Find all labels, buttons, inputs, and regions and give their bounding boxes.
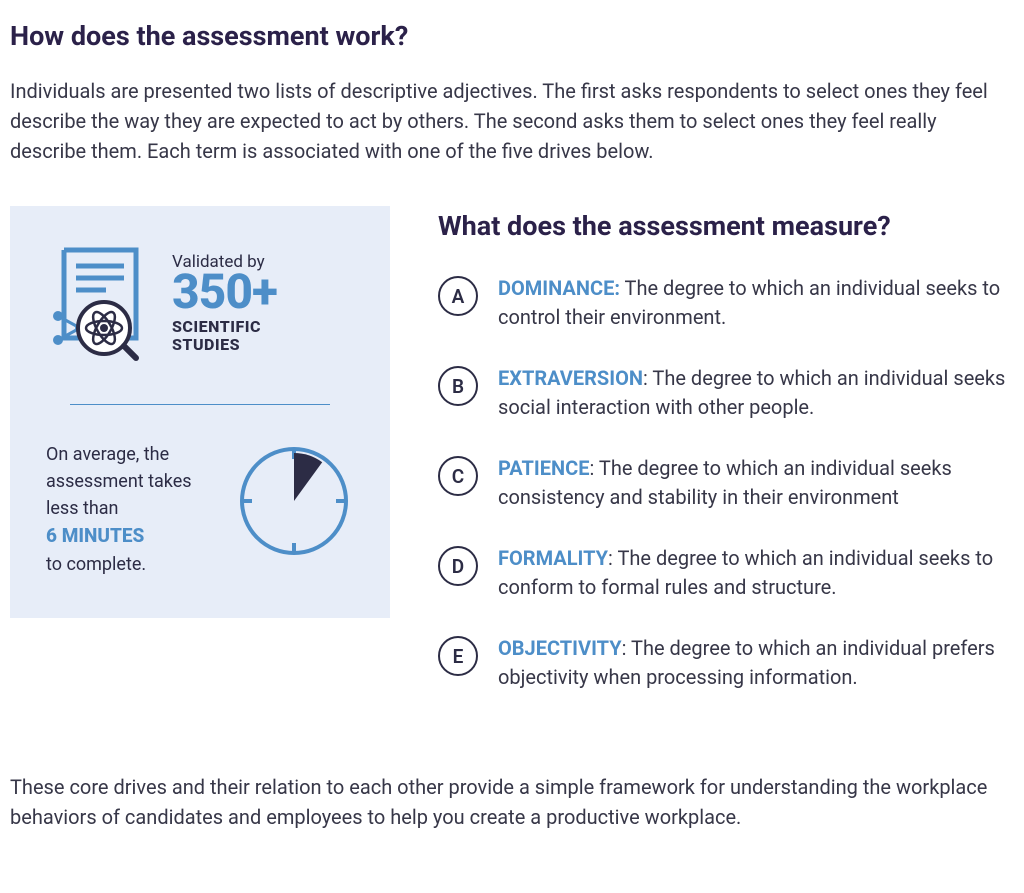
drives-list: A DOMINANCE: The degree to which an indiv… bbox=[438, 274, 1014, 692]
drive-row: D FORMALITY: The degree to which an indiv… bbox=[438, 544, 1014, 602]
time-block: On average, the assessment takes less th… bbox=[46, 441, 354, 578]
drive-row: A DOMINANCE: The degree to which an indiv… bbox=[438, 274, 1014, 332]
validated-block: Validated by 350+ SCIENTIFIC STUDIES bbox=[46, 238, 354, 368]
measures-column: What does the assessment measure? A DOMIN… bbox=[438, 206, 1014, 724]
two-column-layout: Validated by 350+ SCIENTIFIC STUDIES On … bbox=[10, 206, 1014, 724]
section-heading-how: How does the assessment work? bbox=[10, 20, 1014, 52]
drive-letter-badge: A bbox=[438, 276, 478, 316]
drive-text: EXTRAVERSION: The degree to which an ind… bbox=[498, 364, 1014, 422]
drive-letter-badge: C bbox=[438, 456, 478, 496]
drive-letter-badge: D bbox=[438, 546, 478, 586]
sidebar-divider bbox=[70, 404, 330, 405]
drive-letter-badge: B bbox=[438, 366, 478, 406]
time-text: On average, the assessment takes less th… bbox=[46, 441, 214, 578]
validated-label: SCIENTIFIC STUDIES bbox=[172, 318, 277, 353]
validated-text: Validated by 350+ SCIENTIFIC STUDIES bbox=[172, 252, 277, 353]
validated-number: 350+ bbox=[172, 268, 277, 316]
drive-text: OBJECTIVITY: The degree to which an indi… bbox=[498, 634, 1014, 692]
drive-label: EXTRAVERSION bbox=[498, 366, 643, 390]
drive-label: FORMALITY bbox=[498, 546, 608, 570]
drive-label: DOMINANCE: bbox=[498, 276, 620, 300]
time-highlight: 6 MINUTES bbox=[46, 524, 144, 547]
intro-paragraph: Individuals are presented two lists of d… bbox=[10, 76, 1014, 166]
drive-text: PATIENCE: The degree to which an individ… bbox=[498, 454, 1014, 512]
section-heading-measure: What does the assessment measure? bbox=[438, 210, 1014, 242]
footer-paragraph: These core drives and their relation to … bbox=[10, 772, 1014, 832]
drive-row: B EXTRAVERSION: The degree to which an in… bbox=[438, 364, 1014, 422]
document-science-icon bbox=[46, 238, 156, 368]
sidebar-panel: Validated by 350+ SCIENTIFIC STUDIES On … bbox=[10, 206, 390, 618]
drive-label: PATIENCE bbox=[498, 456, 589, 480]
drive-text: DOMINANCE: The degree to which an indivi… bbox=[498, 274, 1014, 332]
drive-text: FORMALITY: The degree to which an indivi… bbox=[498, 544, 1014, 602]
drive-row: E OBJECTIVITY: The degree to which an ind… bbox=[438, 634, 1014, 692]
drive-letter-badge: E bbox=[438, 636, 478, 676]
clock-icon bbox=[234, 441, 354, 561]
drive-row: C PATIENCE: The degree to which an indivi… bbox=[438, 454, 1014, 512]
drive-label: OBJECTIVITY bbox=[498, 636, 622, 660]
